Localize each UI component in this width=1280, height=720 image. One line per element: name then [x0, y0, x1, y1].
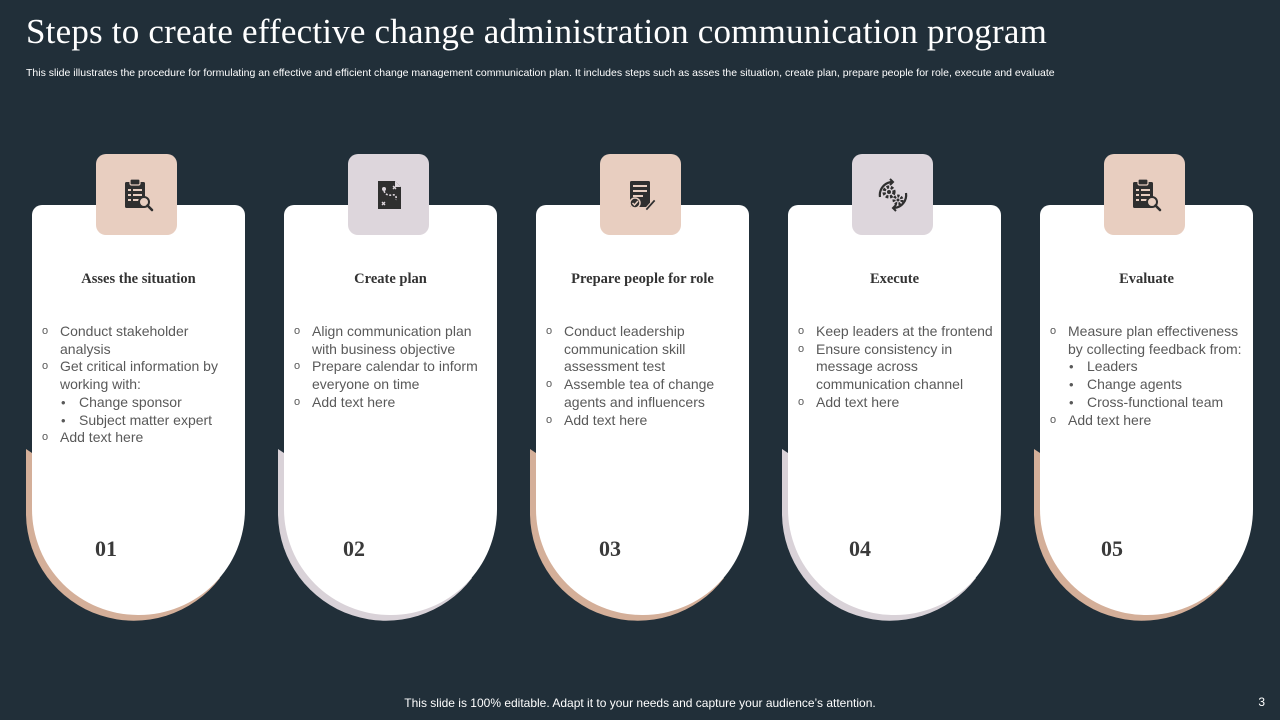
list-item: Keep leaders at the frontend	[798, 323, 996, 341]
list-item: Add text here	[798, 394, 996, 412]
clipboard-search-icon	[1104, 154, 1185, 235]
list-item: Add text here	[1050, 412, 1248, 430]
step-bullet-list: Measure plan effectiveness by collecting…	[1050, 323, 1248, 429]
list-item: Change sponsor	[42, 394, 240, 412]
plan-document-icon	[348, 154, 429, 235]
list-item: Assemble tea of change agents and influe…	[546, 376, 744, 411]
list-item: Measure plan effectiveness by collecting…	[1050, 323, 1248, 358]
list-item: Leaders	[1050, 358, 1248, 376]
list-item: Add text here	[294, 394, 492, 412]
list-item: Ensure consistency in message across com…	[798, 341, 996, 394]
step-title: Evaluate	[1119, 271, 1174, 287]
gears-cycle-icon	[852, 154, 933, 235]
list-item: Add text here	[42, 429, 240, 447]
step-bullet-list: Keep leaders at the frontendEnsure consi…	[798, 323, 996, 412]
checklist-pen-icon	[600, 154, 681, 235]
step-number: 01	[95, 536, 117, 561]
step-title: Asses the situation	[81, 271, 196, 287]
step-card-02: Create plan Align communication plan with…	[278, 154, 497, 621]
step-number: 05	[1101, 536, 1123, 561]
step-number: 03	[599, 536, 621, 561]
step-number: 02	[343, 536, 365, 561]
list-item: Align communication plan with business o…	[294, 323, 492, 358]
step-bullet-list: Conduct stakeholder analysisGet critical…	[42, 323, 240, 447]
step-card-01: Asses the situation Conduct stakeholder a…	[26, 154, 245, 621]
step-number: 04	[849, 536, 871, 561]
step-title: Prepare people for role	[571, 271, 714, 287]
list-item: Change agents	[1050, 376, 1248, 394]
list-item: Add text here	[546, 412, 744, 430]
step-card-05: Evaluate Measure plan effectiveness by co…	[1034, 154, 1253, 621]
step-card-04: Execute Keep leaders at the frontendEnsur…	[782, 154, 1001, 621]
list-item: Cross-functional team	[1050, 394, 1248, 412]
step-bullet-list: Conduct leadership communication skill a…	[546, 323, 744, 429]
page-title: Steps to create effective change adminis…	[26, 12, 1047, 51]
list-item: Conduct leadership communication skill a…	[546, 323, 744, 376]
step-title: Create plan	[354, 271, 427, 287]
list-item: Subject matter expert	[42, 412, 240, 430]
footer-note: This slide is 100% editable. Adapt it to…	[404, 696, 876, 710]
list-item: Get critical information by working with…	[42, 358, 240, 393]
step-card-03: Prepare people for role Conduct leadershi…	[530, 154, 749, 621]
list-item: Conduct stakeholder analysis	[42, 323, 240, 358]
list-item: Prepare calendar to inform everyone on t…	[294, 358, 492, 393]
clipboard-search-icon	[96, 154, 177, 235]
step-bullet-list: Align communication plan with business o…	[294, 323, 492, 412]
page-number: 3	[1258, 695, 1265, 709]
page-subtitle: This slide illustrates the procedure for…	[26, 67, 1055, 79]
step-title: Execute	[869, 271, 920, 287]
